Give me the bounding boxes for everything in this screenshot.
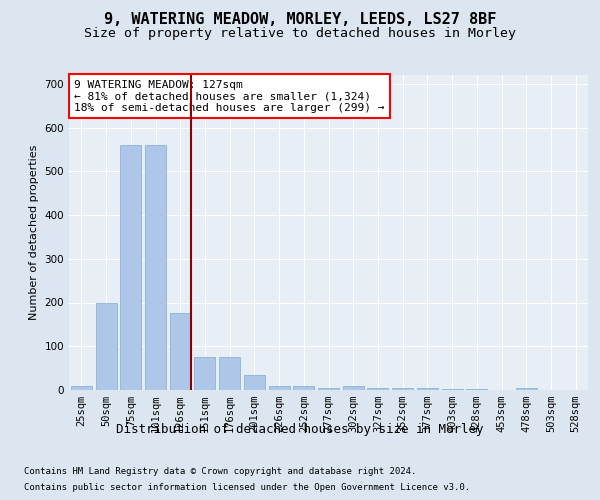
Text: Size of property relative to detached houses in Morley: Size of property relative to detached ho… bbox=[84, 28, 516, 40]
Text: Contains HM Land Registry data © Crown copyright and database right 2024.: Contains HM Land Registry data © Crown c… bbox=[24, 468, 416, 476]
Bar bbox=[516, 388, 537, 390]
Bar bbox=[442, 388, 463, 390]
Bar bbox=[318, 388, 339, 390]
Text: 9 WATERING MEADOW: 127sqm
← 81% of detached houses are smaller (1,324)
18% of se: 9 WATERING MEADOW: 127sqm ← 81% of detac… bbox=[74, 80, 385, 113]
Bar bbox=[95, 302, 116, 390]
Bar bbox=[120, 145, 141, 390]
Bar bbox=[343, 386, 364, 390]
Bar bbox=[170, 314, 191, 390]
Bar bbox=[219, 357, 240, 390]
Bar bbox=[244, 374, 265, 390]
Bar bbox=[194, 357, 215, 390]
Y-axis label: Number of detached properties: Number of detached properties bbox=[29, 145, 39, 320]
Bar bbox=[71, 386, 92, 390]
Bar bbox=[367, 388, 388, 390]
Text: Distribution of detached houses by size in Morley: Distribution of detached houses by size … bbox=[116, 422, 484, 436]
Bar bbox=[145, 145, 166, 390]
Bar bbox=[269, 386, 290, 390]
Bar bbox=[293, 386, 314, 390]
Text: Contains public sector information licensed under the Open Government Licence v3: Contains public sector information licen… bbox=[24, 482, 470, 492]
Bar bbox=[417, 388, 438, 390]
Bar bbox=[466, 388, 487, 390]
Bar bbox=[392, 388, 413, 390]
Text: 9, WATERING MEADOW, MORLEY, LEEDS, LS27 8BF: 9, WATERING MEADOW, MORLEY, LEEDS, LS27 … bbox=[104, 12, 496, 28]
